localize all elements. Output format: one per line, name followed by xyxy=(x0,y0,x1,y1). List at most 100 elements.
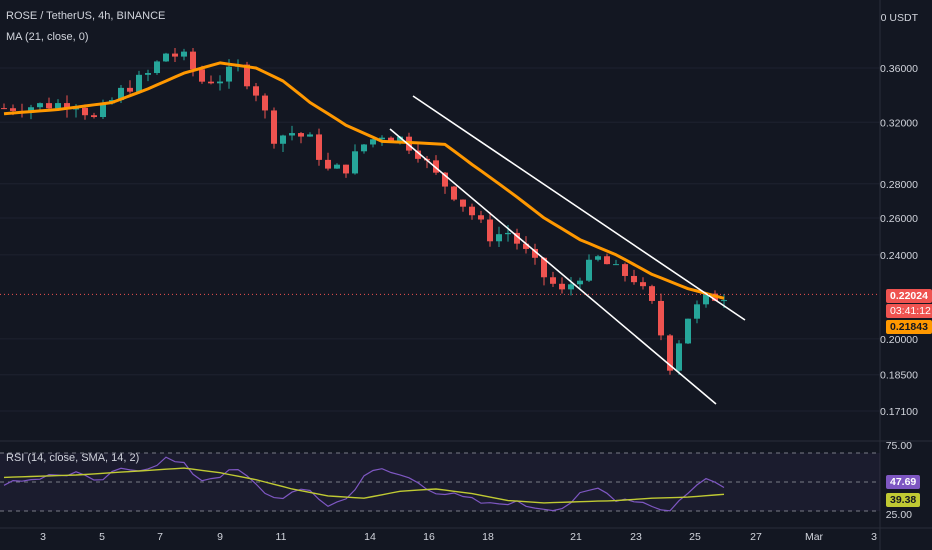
current-price-tag: 0.22024 xyxy=(886,289,932,303)
time-tick-label: 18 xyxy=(482,531,494,543)
candle-body xyxy=(1,108,7,110)
candle-body xyxy=(172,53,178,57)
time-tick-label: Mar xyxy=(805,531,824,543)
rsi-legend: RSI (14, close, SMA, 14, 2) xyxy=(6,452,140,464)
candle-body xyxy=(280,135,286,144)
candle-body xyxy=(100,103,106,118)
price-tick-label: 0.32000 xyxy=(880,117,918,129)
candle-body xyxy=(667,335,673,371)
candle-body xyxy=(622,264,628,276)
candle-body xyxy=(154,61,160,74)
candle-body xyxy=(676,343,682,371)
ma-legend: MA (21, close, 0) xyxy=(6,31,89,43)
candle-body xyxy=(46,103,52,109)
rsi-line xyxy=(3,456,725,512)
candle-body xyxy=(298,133,304,137)
candle-body xyxy=(316,134,322,160)
candle-body xyxy=(631,275,637,283)
candle-body xyxy=(514,232,520,244)
candle-body xyxy=(118,87,124,101)
candle-body xyxy=(91,115,97,118)
candle-body xyxy=(721,300,727,302)
candle-body xyxy=(496,234,502,242)
time-tick-label: 16 xyxy=(423,531,435,543)
price-tick-label: 0.28000 xyxy=(880,179,918,191)
time-tick-label: 5 xyxy=(99,531,105,543)
candle-body xyxy=(289,133,295,136)
candle-body xyxy=(208,81,214,84)
price-tick-label: 0.18500 xyxy=(880,370,918,382)
candle-body xyxy=(199,69,205,82)
candle-body xyxy=(523,243,529,249)
ma-line xyxy=(3,61,725,300)
candle-body xyxy=(559,283,565,290)
candle-body xyxy=(163,53,169,62)
time-tick-label: 21 xyxy=(570,531,582,543)
candle-body xyxy=(568,284,574,290)
candle-body xyxy=(226,66,232,82)
candle-body xyxy=(451,186,457,200)
candle-body xyxy=(442,172,448,187)
time-tick-label: 3 xyxy=(871,531,877,543)
candle-body xyxy=(82,107,88,116)
countdown-tag: 03:41:12 xyxy=(886,304,932,318)
candle-body xyxy=(505,232,511,235)
candle-body xyxy=(685,318,691,344)
time-tick-label: 9 xyxy=(217,531,223,543)
candle-body xyxy=(37,103,43,108)
time-tick-label: 7 xyxy=(157,531,163,543)
time-tick-label: 11 xyxy=(276,531,287,543)
candle-body xyxy=(658,300,664,336)
candle-body xyxy=(271,110,277,144)
candle-body xyxy=(460,199,466,207)
rsi-ma-value-tag: 39.38 xyxy=(886,493,921,507)
candle-body xyxy=(10,108,16,111)
candle-body xyxy=(487,219,493,242)
candle-body xyxy=(190,51,196,70)
candle-body xyxy=(334,164,340,169)
candle-body xyxy=(550,277,556,284)
candle-body xyxy=(397,136,403,142)
price-tick-label: 0.17100 xyxy=(880,406,918,418)
candle-body xyxy=(415,150,421,159)
candle-body xyxy=(325,159,331,169)
candle-body xyxy=(640,282,646,287)
channel-upper-line xyxy=(412,95,746,321)
candle-body xyxy=(388,137,394,142)
candle-body xyxy=(253,86,259,96)
candle-body xyxy=(55,103,61,109)
candle-body xyxy=(433,160,439,173)
price-tick-label: 0.36000 xyxy=(880,63,918,75)
time-tick-label: 23 xyxy=(630,531,642,543)
price-tick-label: 0.20000 xyxy=(880,334,918,346)
price-tick-label: 0.26000 xyxy=(880,213,918,225)
candle-body xyxy=(64,103,70,110)
candle-body xyxy=(127,87,133,92)
candle-body xyxy=(136,74,142,92)
candle-body xyxy=(307,134,313,137)
candle-body xyxy=(541,257,547,278)
candle-body xyxy=(28,107,34,113)
ma-value-tag: 0.21843 xyxy=(886,320,932,334)
candle-body xyxy=(145,73,151,75)
candle-body xyxy=(649,286,655,301)
candle-body xyxy=(352,151,358,174)
rsi-tick-label: 25.00 xyxy=(886,509,912,521)
candle-body xyxy=(361,144,367,152)
candle-body xyxy=(694,304,700,319)
time-tick-label: 14 xyxy=(364,531,376,543)
candle-body xyxy=(703,293,709,305)
candle-body xyxy=(469,206,475,216)
candle-body xyxy=(379,137,385,140)
rsi-value-tag: 47.69 xyxy=(886,475,921,489)
candle-body xyxy=(370,139,376,145)
price-tick-label: 0.24000 xyxy=(880,250,918,262)
channel-lower-line xyxy=(389,128,717,405)
candle-body xyxy=(595,256,601,260)
candle-body xyxy=(244,64,250,87)
currency-label: 0 USDT xyxy=(881,12,919,24)
time-tick-label: 27 xyxy=(750,531,762,543)
candle-body xyxy=(217,81,223,84)
